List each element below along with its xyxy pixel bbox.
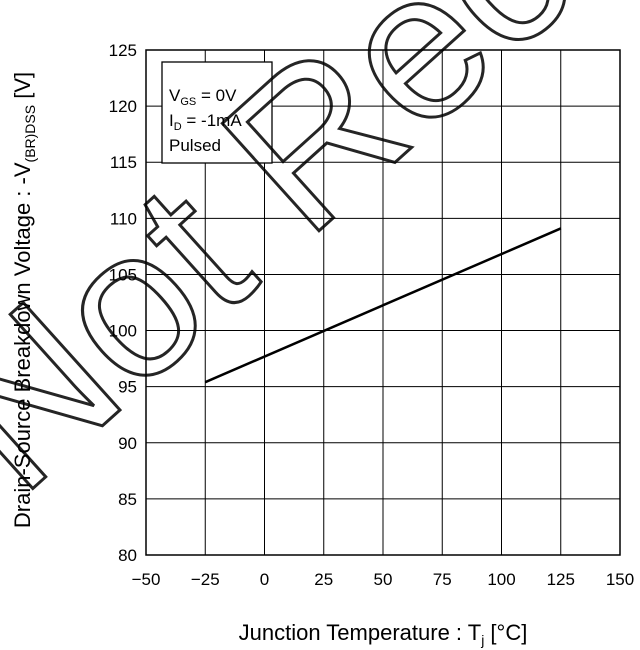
y-tick-labels: 80 85 90 95 100 105 110 115 120 125: [109, 41, 137, 565]
condition-id: ID = -1mA: [169, 111, 242, 133]
x-tick-label: 50: [374, 570, 393, 589]
x-axis-title: Junction Temperature : Tj [°C]: [239, 620, 528, 648]
conditions-box-frame: [161, 61, 273, 164]
y-tick-label: 95: [118, 378, 137, 397]
y-tick-label: 125: [109, 41, 137, 60]
condition-pulsed: Pulsed: [169, 136, 221, 155]
watermark: Not Recommended for New Designs: [0, 0, 640, 535]
condition-vgs: VGS = 0V: [169, 86, 237, 108]
y-tick-label: 110: [110, 209, 137, 228]
y-tick-label: 105: [109, 265, 137, 284]
y-tick-label: 100: [109, 322, 137, 341]
y-axis-title: Drain-Source Breakdown Voltage : -V(BR)D…: [10, 72, 38, 528]
series-line: [204, 227, 562, 384]
x-tick-label: 150: [606, 570, 634, 589]
watermark-text: Not Recommended for New Designs: [0, 0, 640, 535]
conditions-box: VGS = 0V ID = -1mA Pulsed: [161, 61, 273, 164]
x-tick-label: 25: [314, 570, 333, 589]
x-tick-label: −25: [191, 570, 220, 589]
x-tick-labels: −50 −25 0 25 50 75 100 125 150: [132, 570, 635, 589]
x-tick-label: 100: [487, 570, 515, 589]
x-tick-label: 75: [433, 570, 452, 589]
y-tick-label: 90: [118, 434, 137, 453]
y-tick-label: 115: [110, 153, 137, 172]
plot-frame: [145, 49, 621, 556]
x-tick-label: −50: [132, 570, 161, 589]
grid-lines: [145, 49, 621, 556]
y-tick-label: 80: [118, 546, 137, 565]
x-tick-label: 125: [547, 570, 575, 589]
x-tick-label: 0: [260, 570, 269, 589]
y-tick-label: 120: [109, 97, 137, 116]
y-tick-label: 85: [118, 490, 137, 509]
series-layer: [204, 227, 562, 384]
